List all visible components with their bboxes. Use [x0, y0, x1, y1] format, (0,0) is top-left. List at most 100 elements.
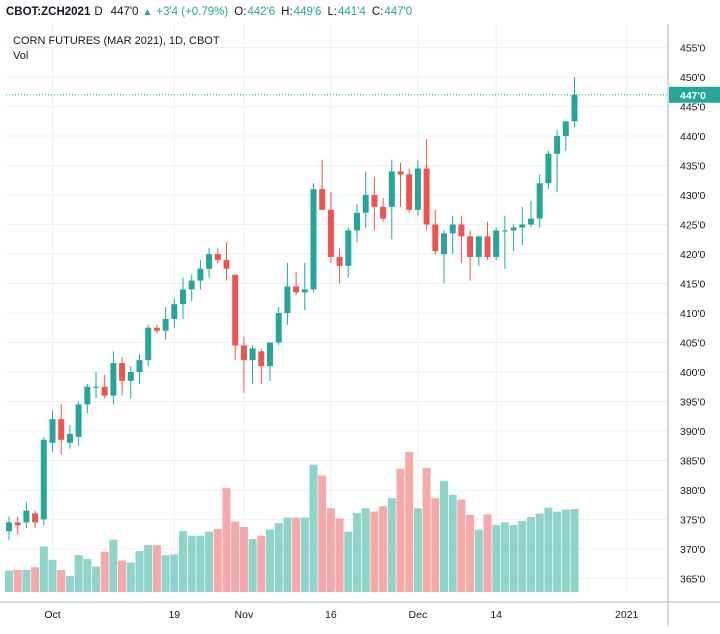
candle-body[interactable] — [240, 345, 247, 361]
candle-body[interactable] — [467, 236, 474, 257]
candles[interactable] — [6, 77, 578, 541]
x-tick-label: 14 — [490, 609, 502, 621]
candle-body[interactable] — [458, 224, 465, 237]
candle-body[interactable] — [206, 254, 213, 269]
candle-body[interactable] — [449, 224, 456, 234]
candle-body[interactable] — [493, 230, 500, 257]
candle-body[interactable] — [23, 510, 30, 523]
candle-body[interactable] — [519, 224, 526, 228]
candle-body[interactable] — [528, 218, 534, 225]
candle-body[interactable] — [162, 318, 169, 331]
candle-body[interactable] — [554, 136, 561, 154]
candle-body[interactable] — [49, 419, 56, 443]
volume-bar — [379, 506, 388, 592]
candle-body[interactable] — [58, 419, 65, 440]
volume-bar — [152, 545, 161, 592]
volume-baseline — [6, 592, 668, 602]
candle-body[interactable] — [545, 153, 552, 184]
candle-body[interactable] — [388, 171, 395, 207]
x-tick-label: Nov — [235, 609, 254, 621]
candle-body[interactable] — [6, 522, 12, 532]
volume-bar — [74, 555, 83, 592]
candle-body[interactable] — [249, 348, 256, 361]
y-tick-label: 410'0 — [680, 308, 706, 320]
volume-bar — [474, 529, 483, 592]
candle-body[interactable] — [258, 351, 265, 367]
volume-bar — [92, 566, 100, 592]
volume-bar — [283, 517, 292, 592]
y-tick-label: 395'0 — [680, 396, 706, 408]
candle-body[interactable] — [75, 404, 82, 437]
volume-bar — [39, 546, 48, 592]
candle-body[interactable] — [119, 363, 126, 381]
candle-body[interactable] — [414, 168, 421, 210]
candle-body[interactable] — [171, 304, 178, 319]
candle-body[interactable] — [293, 286, 300, 293]
open-label: O: — [234, 6, 247, 18]
candle-body[interactable] — [232, 274, 239, 346]
last-price-label: 447'0 — [680, 90, 706, 102]
volume-bar — [31, 567, 40, 592]
y-tick-label: 420'0 — [680, 249, 706, 261]
candle-body[interactable] — [536, 183, 543, 219]
volume-bar — [266, 529, 274, 592]
volume-bar — [13, 569, 22, 592]
candle-body[interactable] — [66, 433, 73, 443]
volume-bar — [5, 570, 13, 592]
volume-bar — [309, 464, 318, 592]
y-tick-label: 440'0 — [680, 131, 706, 143]
candle-body[interactable] — [380, 206, 387, 219]
candle-body[interactable] — [345, 230, 352, 266]
candle-body[interactable] — [501, 230, 508, 232]
volume-bar — [570, 508, 579, 592]
symbol-name[interactable]: CBOT:ZCH2021 — [6, 6, 91, 18]
last-price-tag — [669, 86, 720, 103]
candle-body[interactable] — [127, 371, 134, 381]
candle-body[interactable] — [153, 327, 160, 331]
candle-body[interactable] — [484, 236, 491, 257]
candle-body[interactable] — [432, 224, 439, 252]
candle-body[interactable] — [354, 212, 360, 231]
volume-bar — [300, 517, 309, 592]
candle-body[interactable] — [571, 94, 578, 122]
candle-body[interactable] — [475, 236, 482, 257]
candle-body[interactable] — [371, 195, 378, 207]
volume-bar — [83, 559, 92, 592]
x-tick-label: 19 — [168, 609, 180, 621]
y-tick-label: 415'0 — [680, 279, 706, 291]
candle-body[interactable] — [110, 363, 117, 396]
candle-body[interactable] — [101, 386, 108, 396]
candle-body[interactable] — [84, 386, 91, 405]
volume-bar — [222, 488, 231, 592]
candle-body[interactable] — [197, 268, 204, 281]
candlestick-chart[interactable]: 455'0 450'0 445'0 440'0 435'0 430'0 425'0 420'0… — [0, 24, 720, 634]
candle-body[interactable] — [441, 233, 447, 255]
candle-body[interactable] — [180, 289, 186, 305]
candle-body[interactable] — [319, 189, 326, 210]
candle-body[interactable] — [562, 121, 569, 137]
candle-body[interactable] — [362, 195, 369, 213]
candle-body[interactable] — [510, 227, 517, 231]
candle-body[interactable] — [336, 256, 343, 266]
candle-body[interactable] — [214, 254, 221, 260]
candle-body[interactable] — [327, 209, 334, 257]
candle-body[interactable] — [188, 280, 195, 290]
candle-body[interactable] — [223, 259, 230, 269]
candle-body[interactable] — [275, 313, 282, 343]
candle-body[interactable] — [406, 174, 413, 210]
candle-body[interactable] — [14, 522, 21, 526]
candle-body[interactable] — [301, 289, 308, 293]
candle-body[interactable] — [32, 513, 39, 523]
candle-body[interactable] — [397, 171, 404, 175]
candle-body[interactable] — [267, 342, 273, 367]
volume-bar — [187, 535, 196, 592]
candle-body[interactable] — [145, 327, 152, 361]
y-tick-label: 425'0 — [680, 220, 706, 232]
candle-body[interactable] — [310, 189, 317, 290]
candle-body[interactable] — [93, 386, 99, 388]
candle-body[interactable] — [423, 168, 430, 225]
volume-bar — [126, 562, 135, 592]
candle-body[interactable] — [284, 286, 291, 313]
candle-body[interactable] — [136, 360, 143, 372]
candle-body[interactable] — [40, 439, 47, 520]
